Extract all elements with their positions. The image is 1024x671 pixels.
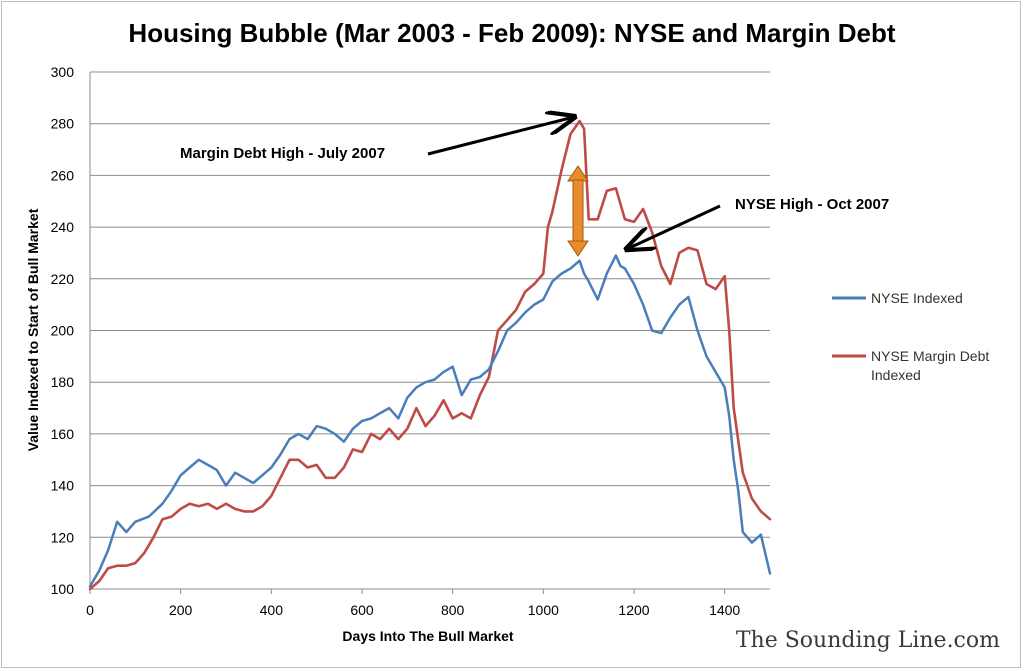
legend: NYSE Indexed NYSE Margin Debt Indexed [832, 290, 993, 383]
x-tick-label-1400: 1400 [709, 602, 740, 618]
series-line-nyse [88, 254, 772, 588]
annotation-nyse-high: NYSE High - Oct 2007 [735, 196, 889, 213]
y-axis-label: Value Indexed to Start of Bull Market [25, 208, 41, 451]
x-tick-label-200: 200 [169, 602, 193, 618]
gap-double-arrow [567, 165, 589, 257]
y-tick-label-200: 200 [51, 323, 75, 339]
x-tick-label-1000: 1000 [528, 602, 559, 618]
nyse-high-arrow [627, 204, 721, 249]
x-tick-label-600: 600 [350, 602, 374, 618]
y-tick-label-300: 300 [51, 64, 75, 80]
x-tick-label-0: 0 [86, 602, 94, 618]
x-tick-labels: 0 200 400 600 800 1000 1200 1400 [86, 589, 740, 618]
legend-label-margin-debt-line2: Indexed [871, 367, 921, 383]
y-tick-label-280: 280 [51, 116, 75, 132]
watermark: The Sounding Line.com [735, 628, 1000, 653]
legend-label-nyse: NYSE Indexed [871, 290, 963, 306]
x-tick-label-1200: 1200 [618, 602, 649, 618]
x-tick-label-400: 400 [260, 602, 284, 618]
y-tick-label-240: 240 [51, 219, 75, 235]
y-tick-label-260: 260 [51, 167, 75, 183]
legend-label-margin-debt-line1: NYSE Margin Debt [871, 348, 989, 364]
x-tick-label-800: 800 [441, 602, 465, 618]
y-tick-labels: 100 120 140 160 180 200 220 240 260 280 300 [51, 64, 75, 597]
margin-debt-high-arrow [427, 117, 574, 156]
y-tick-label-140: 140 [51, 478, 75, 494]
y-tick-label-160: 160 [51, 426, 75, 442]
series-line-margin-debt [88, 119, 772, 591]
x-axis-label: Days Into The Bull Market [342, 628, 513, 644]
y-tick-label-100: 100 [51, 581, 75, 597]
y-tick-label-180: 180 [51, 374, 75, 390]
series-lines [88, 119, 772, 591]
y-tick-label-220: 220 [51, 271, 75, 287]
legend-label-margin-debt: NYSE Margin Debt Indexed [871, 348, 993, 383]
y-tick-label-120: 120 [51, 529, 75, 545]
annotation-margin-debt-high: Margin Debt High - July 2007 [180, 145, 385, 162]
chart-title: Housing Bubble (Mar 2003 - Feb 2009): NY… [128, 18, 896, 48]
grid-lines [89, 71, 770, 590]
